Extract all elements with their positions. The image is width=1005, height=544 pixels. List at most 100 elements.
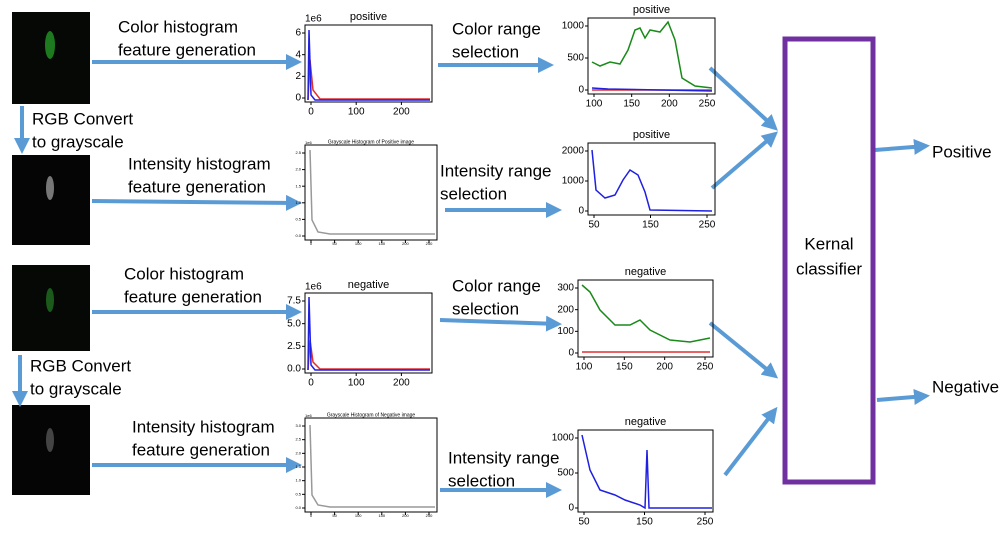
x-tick-label: 50 bbox=[332, 513, 337, 518]
y-tick-label: 0 bbox=[568, 348, 574, 359]
step-label: feature generation bbox=[128, 177, 266, 196]
y-tick-label: 1.0 bbox=[295, 478, 301, 483]
step-label: Color range bbox=[452, 19, 541, 38]
x-tick-label: 250 bbox=[699, 220, 716, 231]
y-tick-label: 0.5 bbox=[295, 216, 301, 221]
step-label: RGB Convert bbox=[32, 109, 133, 128]
x-tick-label: 200 bbox=[402, 513, 409, 518]
y-tick-label: 6 bbox=[295, 28, 301, 39]
y-tick-label: 1.5 bbox=[295, 464, 301, 469]
y-tick-label: 3.0 bbox=[295, 423, 301, 428]
x-tick-label: 0 bbox=[308, 378, 314, 389]
x-tick-label: 200 bbox=[393, 378, 410, 389]
y-tick-label: 300 bbox=[557, 283, 574, 294]
y-tick-label: 1000 bbox=[562, 176, 585, 187]
x-tick-label: 100 bbox=[355, 513, 362, 518]
y-tick-label: 2000 bbox=[562, 146, 585, 157]
step-label: selection bbox=[452, 42, 519, 61]
plot-title: negative bbox=[348, 279, 390, 291]
x-tick-label: 100 bbox=[348, 378, 365, 389]
plot-title: negative bbox=[625, 266, 667, 278]
y-tick-label: 1.5 bbox=[295, 183, 301, 188]
y-tick-label: 2.5 bbox=[287, 341, 301, 352]
step-label: Intensity range bbox=[440, 161, 552, 180]
plot-title: positive bbox=[633, 4, 670, 16]
plot-offset: 1e6 bbox=[305, 14, 322, 25]
x-tick-label: 250 bbox=[699, 99, 716, 110]
y-tick-label: 1000 bbox=[552, 433, 575, 444]
y-tick-label: 0.0 bbox=[295, 505, 301, 510]
y-tick-label: 200 bbox=[557, 304, 574, 315]
y-tick-label: 0.5 bbox=[295, 491, 301, 496]
step-label: Intensity range bbox=[448, 448, 560, 467]
x-tick-label: 200 bbox=[661, 99, 678, 110]
x-tick-label: 100 bbox=[576, 362, 593, 373]
plot-offset: 1e6 bbox=[305, 140, 312, 145]
y-tick-label: 100 bbox=[557, 326, 574, 337]
y-tick-label: 0.0 bbox=[295, 233, 301, 238]
step-label: Intensity histogram bbox=[128, 154, 271, 173]
y-tick-label: 2.5 bbox=[295, 437, 301, 442]
step-label: feature generation bbox=[118, 40, 256, 59]
y-tick-label: 0.0 bbox=[287, 364, 301, 375]
step-label: Color histogram bbox=[124, 264, 244, 283]
step-label: selection bbox=[452, 299, 519, 318]
y-tick-label: 2.0 bbox=[295, 450, 301, 455]
y-tick-label: 0 bbox=[295, 93, 301, 104]
classifier-label: classifier bbox=[796, 259, 862, 278]
output-label: Positive bbox=[932, 142, 992, 161]
y-tick-label: 2.0 bbox=[295, 167, 301, 172]
step-label: Color range bbox=[452, 276, 541, 295]
x-tick-label: 250 bbox=[697, 362, 714, 373]
x-tick-label: 0 bbox=[308, 107, 314, 118]
step-label: selection bbox=[448, 471, 515, 490]
x-tick-label: 150 bbox=[636, 517, 653, 528]
plot-title: positive bbox=[633, 129, 670, 141]
classifier-label: Kernal bbox=[804, 234, 853, 253]
x-tick-label: 250 bbox=[426, 241, 433, 246]
step-label: RGB Convert bbox=[30, 356, 131, 375]
step-label: to grayscale bbox=[32, 132, 124, 151]
x-tick-label: 50 bbox=[332, 241, 337, 246]
step-label: Intensity histogram bbox=[132, 417, 275, 436]
x-tick-label: 150 bbox=[642, 220, 659, 231]
x-tick-label: 150 bbox=[616, 362, 633, 373]
y-tick-label: 1.0 bbox=[295, 200, 301, 205]
y-tick-label: 0 bbox=[578, 85, 584, 96]
y-tick-label: 2 bbox=[295, 71, 301, 82]
x-tick-label: 150 bbox=[378, 513, 385, 518]
x-tick-label: 200 bbox=[402, 241, 409, 246]
y-tick-label: 5.0 bbox=[287, 318, 301, 329]
x-tick-label: 200 bbox=[393, 107, 410, 118]
plot-title: positive bbox=[350, 11, 387, 23]
x-tick-label: 250 bbox=[697, 517, 714, 528]
x-tick-label: 100 bbox=[586, 99, 603, 110]
plot-offset: 1e6 bbox=[305, 413, 312, 418]
x-tick-label: 200 bbox=[656, 362, 673, 373]
y-tick-label: 1000 bbox=[562, 21, 585, 32]
plot-title: Grayscale Histogram of Negative image bbox=[327, 412, 416, 418]
y-tick-label: 0 bbox=[578, 206, 584, 217]
x-tick-label: 50 bbox=[578, 517, 590, 528]
plot-title: Grayscale Histogram of Positive image bbox=[328, 139, 414, 145]
y-tick-label: 4 bbox=[295, 49, 301, 60]
y-tick-label: 500 bbox=[567, 53, 584, 64]
plot-offset: 1e6 bbox=[305, 282, 322, 293]
output-label: Negative bbox=[932, 377, 999, 396]
step-label: Color histogram bbox=[118, 17, 238, 36]
step-label: feature generation bbox=[132, 440, 270, 459]
x-tick-label: 250 bbox=[426, 513, 433, 518]
x-tick-label: 100 bbox=[348, 107, 365, 118]
x-tick-label: 150 bbox=[623, 99, 640, 110]
y-tick-label: 2.5 bbox=[295, 150, 301, 155]
diagram: Color histogram feature generation RGB Con… bbox=[0, 0, 1005, 539]
x-tick-label: 150 bbox=[378, 241, 385, 246]
plot-title: negative bbox=[625, 416, 667, 428]
y-tick-label: 0 bbox=[568, 503, 574, 514]
x-tick-label: 100 bbox=[355, 241, 362, 246]
y-tick-label: 7.5 bbox=[287, 296, 301, 307]
step-label: selection bbox=[440, 184, 507, 203]
y-tick-label: 500 bbox=[557, 468, 574, 479]
x-tick-label: 50 bbox=[588, 220, 600, 231]
step-label: to grayscale bbox=[30, 379, 122, 398]
